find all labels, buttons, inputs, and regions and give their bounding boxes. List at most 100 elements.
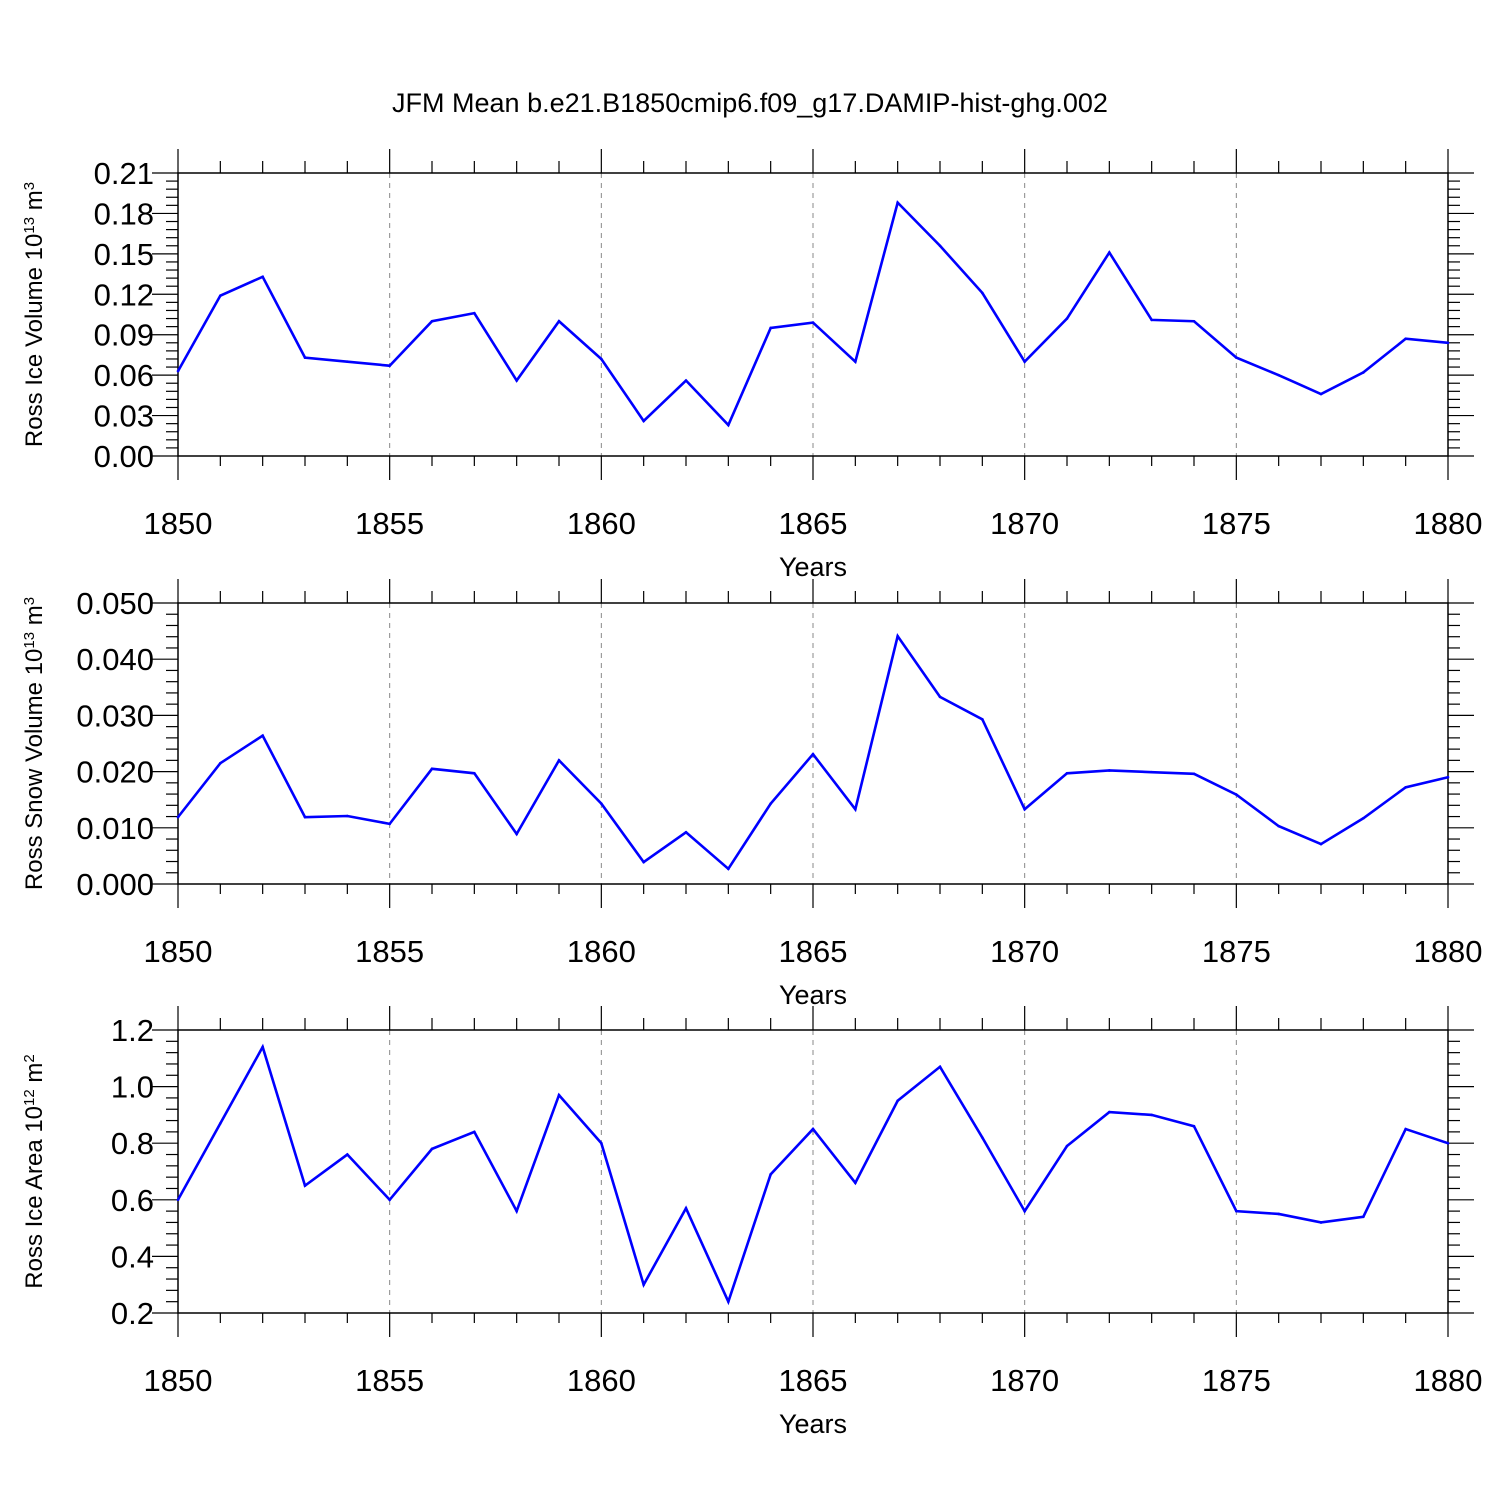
- data-point: [1404, 337, 1407, 341]
- data-point: [1150, 1113, 1153, 1117]
- y-axis-label-unit: m: [21, 605, 48, 632]
- data-point: [896, 634, 899, 638]
- data-point: [1277, 373, 1280, 377]
- chart-title: JFM Mean b.e21.B1850cmip6.f09_g17.DAMIP-…: [392, 88, 1108, 118]
- data-point: [515, 379, 518, 382]
- data-point: [1235, 356, 1238, 359]
- y-tick-label: 0.12: [94, 277, 154, 312]
- x-tick-label: 1865: [779, 934, 848, 969]
- x-tick-label: 1880: [1414, 1363, 1483, 1398]
- y-axis-label-exp: 13: [21, 217, 38, 234]
- x-axis-label: Years: [779, 552, 847, 582]
- data-point: [1108, 769, 1111, 772]
- x-tick-label: 1855: [355, 934, 424, 969]
- x-tick-label: 1855: [355, 1363, 424, 1398]
- y-tick-label: 0.040: [76, 642, 154, 677]
- data-point: [938, 1065, 942, 1069]
- x-axis-label: Years: [779, 980, 847, 1010]
- data-point: [473, 1130, 476, 1134]
- x-axis-label: Years: [779, 1409, 847, 1439]
- data-point: [769, 1173, 772, 1176]
- data-point: [600, 1141, 603, 1145]
- y-tick-label: 0.8: [111, 1126, 154, 1161]
- data-point: [1023, 807, 1026, 811]
- x-tick-label: 1865: [779, 1363, 848, 1398]
- data-point: [430, 1147, 434, 1151]
- y-tick-label: 1.2: [111, 1013, 154, 1048]
- data-point: [981, 718, 984, 721]
- data-point: [981, 291, 984, 295]
- x-tick-label: 1875: [1202, 1363, 1271, 1398]
- x-tick-label: 1880: [1414, 934, 1483, 969]
- data-point: [1362, 371, 1365, 374]
- data-point: [1108, 1110, 1111, 1114]
- data-point: [1065, 1144, 1069, 1148]
- data-point: [642, 860, 645, 864]
- x-tick-label: 1865: [779, 506, 848, 541]
- data-point: [642, 419, 645, 423]
- data-point: [1023, 360, 1026, 363]
- data-point: [1446, 775, 1450, 779]
- y-tick-label: 0.03: [94, 399, 154, 434]
- panel-2: 1850 1855 1860 1865 1870 1875 1880 Years 0.000 0.…: [21, 579, 1483, 1010]
- data-point: [642, 1283, 645, 1286]
- data-point: [219, 1122, 222, 1125]
- data-point: [1192, 772, 1196, 776]
- data-point: [1277, 1212, 1280, 1216]
- data-point: [1277, 824, 1280, 828]
- data-point: [684, 830, 688, 834]
- data-point: [600, 357, 603, 361]
- y-axis-label-base: Ross Ice Area 10: [21, 1106, 48, 1289]
- panel-1: 1850 1855 1860 1865 1870 1875 1880 Years 0.00 0.0…: [21, 149, 1483, 582]
- data-point: [473, 311, 476, 315]
- y-axis-label-unit-exp: 2: [21, 1054, 38, 1062]
- data-point: [346, 814, 349, 818]
- data-point: [176, 369, 180, 373]
- x-tick-label: 1860: [567, 934, 636, 969]
- y-tick-label: 0.010: [76, 811, 154, 846]
- data-point: [388, 1198, 391, 1202]
- y-axis-label: Ross Snow Volume 1013 m3: [21, 597, 49, 890]
- data-point: [896, 1099, 899, 1103]
- data-point: [769, 802, 772, 805]
- data-point: [684, 1206, 688, 1210]
- data-point: [303, 356, 307, 359]
- data-point: [896, 201, 899, 204]
- data-point: [1235, 793, 1238, 796]
- y-tick-label: 0.18: [94, 196, 154, 231]
- data-point: [1404, 786, 1407, 789]
- y-tick-label: 0.06: [94, 358, 154, 393]
- data-point: [261, 275, 264, 279]
- data-point: [1108, 251, 1111, 254]
- x-tick-label: 1850: [144, 934, 213, 969]
- y-axis-label-exp: 12: [21, 1089, 38, 1106]
- data-point: [515, 1209, 518, 1213]
- x-tick-label: 1880: [1414, 506, 1483, 541]
- data-point: [1023, 1209, 1026, 1213]
- y-axis-label-base: Ross Ice Volume 10: [21, 234, 48, 447]
- data-point: [1150, 318, 1153, 322]
- data-point: [219, 294, 222, 297]
- y-tick-label: 0.09: [94, 318, 154, 353]
- data-point: [261, 734, 264, 737]
- y-tick-label: 0.030: [76, 698, 154, 733]
- y-axis-label-unit: m: [21, 1063, 48, 1090]
- x-tick-label: 1870: [990, 1363, 1059, 1398]
- data-point: [727, 867, 730, 871]
- data-point: [981, 1136, 984, 1139]
- data-point: [430, 767, 434, 771]
- y-tick-label: 1.0: [111, 1070, 154, 1105]
- y-axis-label: Ross Ice Area 1012 m2: [21, 1054, 49, 1288]
- data-point: [430, 319, 434, 323]
- data-point: [1192, 1124, 1196, 1128]
- y-tick-label: 0.000: [76, 867, 154, 902]
- y-axis-label-unit: m: [21, 190, 48, 217]
- data-point: [557, 319, 561, 323]
- data-point: [811, 752, 815, 756]
- data-point: [1362, 816, 1365, 820]
- data-point: [176, 1198, 180, 1202]
- data-point: [388, 822, 391, 826]
- y-axis-label-exp: 13: [21, 632, 38, 649]
- data-point: [346, 1153, 349, 1156]
- data-point: [1362, 1215, 1365, 1219]
